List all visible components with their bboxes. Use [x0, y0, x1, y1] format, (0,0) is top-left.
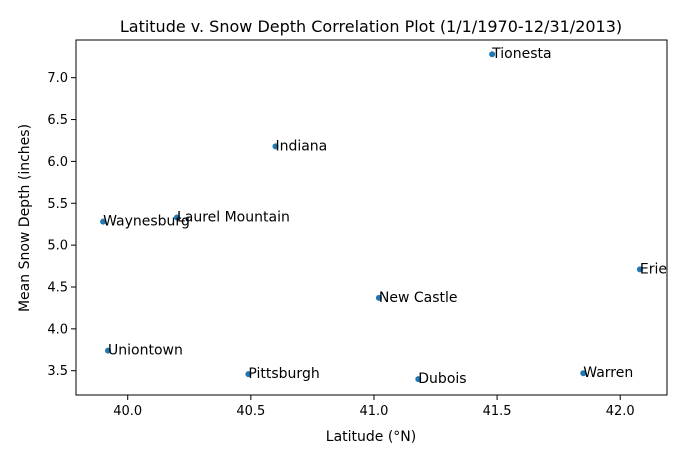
point-label: Laurel Mountain: [177, 210, 290, 226]
data-point: [245, 371, 252, 378]
data-point: [636, 266, 643, 273]
y-tick-label: 4.5: [47, 280, 68, 295]
point-label: Tionesta: [491, 46, 551, 62]
plot-frame: [75, 39, 668, 396]
data-point: [105, 347, 112, 354]
y-tick-label: 4.0: [47, 322, 68, 337]
y-tick-label: 6.0: [47, 155, 68, 170]
data-point: [489, 51, 496, 58]
x-tick-label: 42.0: [606, 404, 635, 419]
data-point: [173, 214, 180, 221]
plot-area: 40.0 40.5 41.0 41.5 42.0 3.5 4.0 4.5 5.0 5.5 6.0 6.…: [47, 39, 668, 419]
y-tick-label: 5.5: [47, 197, 68, 212]
y-tick-label: 7.0: [47, 71, 68, 86]
point-label: Warren: [583, 365, 633, 381]
data-point: [415, 376, 422, 383]
data-point: [100, 218, 107, 225]
y-axis-label: Mean Snow Depth (inches): [17, 124, 33, 312]
y-tick-label: 6.5: [47, 113, 68, 128]
y-tick-label: 5.0: [47, 239, 68, 254]
x-tick-label: 41.0: [359, 404, 388, 419]
data-point: [580, 370, 587, 377]
point-label: Uniontown: [108, 343, 183, 359]
point-label: Indiana: [275, 138, 327, 154]
x-tick-label: 41.5: [483, 404, 512, 419]
point-label: New Castle: [379, 290, 458, 306]
data-point: [375, 294, 382, 301]
x-tick-label: 40.5: [236, 404, 265, 419]
y-tick-label: 3.5: [47, 364, 68, 379]
data-point: [272, 143, 279, 150]
point-label: Erie: [640, 261, 667, 277]
x-axis-label: Latitude (°N): [326, 429, 416, 445]
point-label: Waynesburg: [103, 214, 190, 230]
chart-title: Latitude v. Snow Depth Correlation Plot …: [120, 17, 622, 36]
point-label: Dubois: [418, 371, 466, 387]
point-label: Pittsburgh: [248, 366, 319, 382]
x-tick-label: 40.0: [113, 404, 142, 419]
